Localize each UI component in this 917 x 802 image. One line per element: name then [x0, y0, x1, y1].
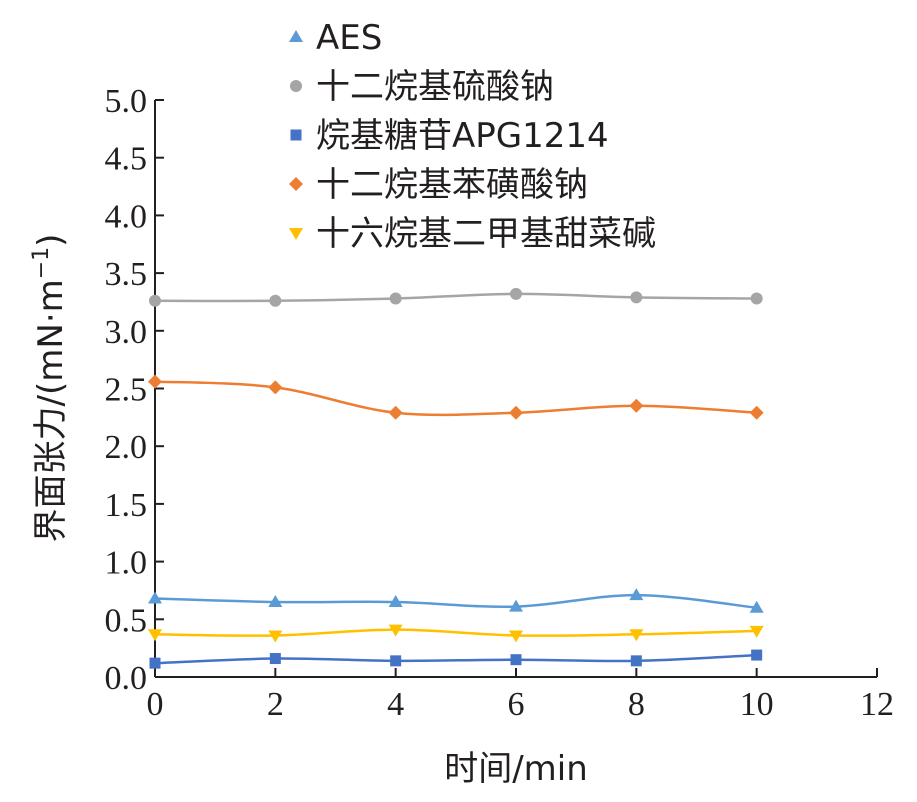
- data-point: [629, 398, 644, 413]
- legend-label: AES: [316, 18, 382, 58]
- legend-item: 十六烷基二甲基甜菜碱: [289, 214, 656, 254]
- y-tick-label: 5.0: [105, 83, 148, 120]
- series-line: [154, 380, 757, 417]
- data-point: [149, 294, 161, 307]
- legend-label: 烷基糖苷APG1214: [316, 116, 609, 156]
- legend-marker: [289, 30, 303, 42]
- data-point: [750, 292, 763, 305]
- data-point: [148, 629, 162, 642]
- y-axis-title-exponent: −1: [29, 247, 54, 279]
- y-tick-label: 0.5: [105, 602, 148, 639]
- data-point: [390, 655, 402, 667]
- legend-item: AES: [289, 18, 382, 58]
- x-tick-label: 4: [387, 686, 404, 723]
- data-point: [148, 591, 162, 604]
- legend-label: 十二烷基硫酸钠: [316, 67, 554, 107]
- y-tick-label: 2.0: [105, 429, 148, 466]
- x-tick-label: 12: [860, 686, 894, 723]
- x-tick-label: 2: [267, 686, 284, 723]
- data-point: [509, 599, 523, 612]
- x-tick-label: 10: [740, 686, 774, 723]
- data-point: [268, 594, 283, 607]
- y-axis-title-main: 界面张力/(mN·m: [31, 279, 71, 542]
- data-point: [629, 629, 644, 642]
- y-tick-label: 3.0: [105, 314, 148, 351]
- legend-item: 烷基糖苷APG1214: [290, 116, 609, 156]
- legend-item: 十二烷基苯磺酸钠: [289, 165, 588, 205]
- series-1: [149, 287, 763, 307]
- data-point: [269, 294, 282, 307]
- legend-item: 十二烷基硫酸钠: [290, 67, 554, 107]
- y-tick-label: 0.0: [105, 660, 148, 697]
- data-point: [630, 655, 642, 667]
- data-point: [629, 588, 644, 601]
- x-tick-label: 6: [508, 686, 525, 723]
- data-point: [510, 654, 522, 666]
- data-point: [749, 600, 764, 613]
- data-point: [148, 374, 162, 389]
- legend-label: 十二烷基苯磺酸钠: [316, 165, 588, 205]
- legend-label: 十六烷基二甲基甜菜碱: [316, 214, 656, 254]
- y-tick-label: 1.5: [105, 487, 148, 524]
- y-tick-label: 3.5: [105, 256, 148, 293]
- series-3: [148, 374, 764, 420]
- data-point: [751, 649, 763, 661]
- data-point: [388, 594, 403, 607]
- y-tick-label: 4.0: [105, 198, 148, 235]
- y-tick-label: 4.5: [105, 141, 148, 178]
- y-axis-title: 界面张力/(mN·m−1): [29, 234, 71, 543]
- data-point: [509, 405, 523, 420]
- data-point: [510, 287, 522, 300]
- data-point: [389, 292, 402, 305]
- y-axis-title-close: ): [31, 234, 71, 247]
- legend-marker: [289, 177, 303, 191]
- data-point: [149, 657, 161, 669]
- legend-marker: [290, 129, 302, 141]
- data-point: [268, 630, 283, 643]
- x-axis-title: 时间/min: [444, 749, 588, 789]
- data-point: [268, 380, 283, 395]
- series-4: [148, 624, 764, 643]
- y-tick-label: 2.5: [105, 372, 148, 409]
- x-tick-label: 8: [628, 686, 645, 723]
- data-point: [388, 405, 403, 420]
- series-0: [148, 588, 764, 613]
- x-tick-label: 0: [147, 686, 164, 723]
- ticks: 0.0 0.5 1.0 1.5 2.0 2.5 3.0 3.5 4.0 4.5 5.0 0 2 4 6 8 10…: [105, 83, 895, 723]
- data-point: [630, 291, 643, 304]
- data-point: [269, 653, 281, 665]
- data-point: [509, 630, 523, 643]
- series-line: [154, 653, 757, 665]
- series-group: [148, 287, 764, 669]
- series-line: [154, 593, 757, 610]
- data-point: [749, 405, 764, 420]
- series-line: [154, 292, 757, 303]
- series-line: [154, 628, 757, 637]
- series-2: [149, 649, 763, 669]
- legend-marker: [289, 228, 303, 240]
- data-point: [749, 625, 764, 638]
- y-tick-label: 1.0: [105, 545, 148, 582]
- legend-marker: [290, 80, 302, 92]
- data-point: [388, 624, 403, 637]
- y-axis-title-text: 界面张力/(mN·m−1): [29, 234, 71, 543]
